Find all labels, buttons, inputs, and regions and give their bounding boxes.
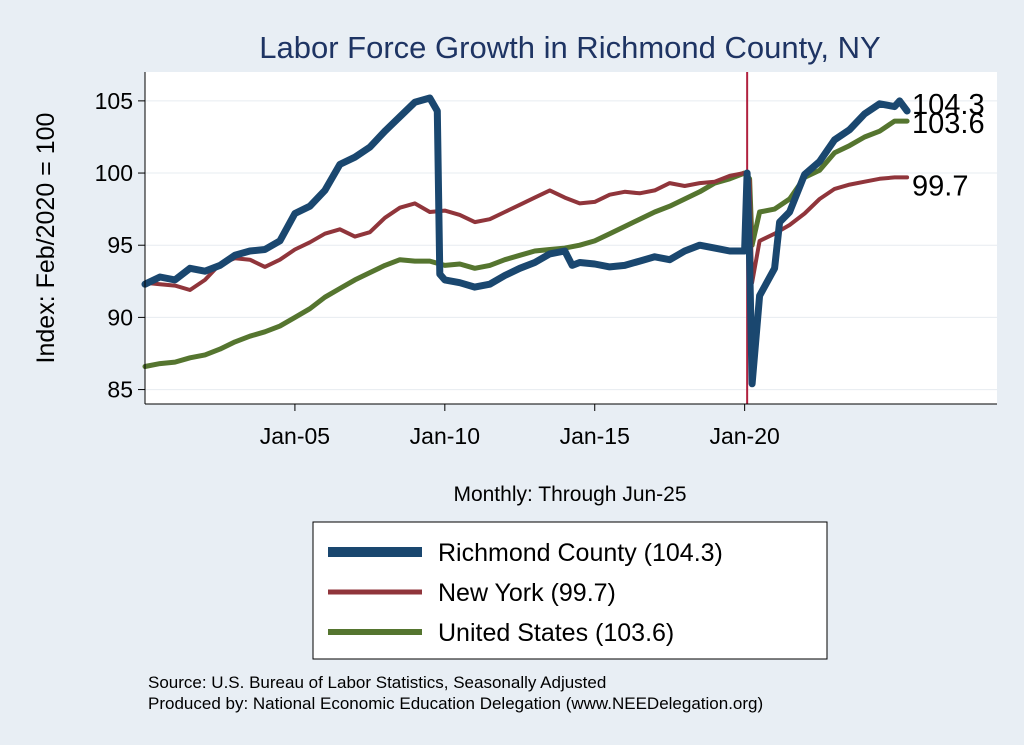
legend-label-2: United States (103.6)	[438, 619, 674, 647]
x-tick-label: Jan-05	[260, 423, 330, 449]
end-label-2: 103.6	[912, 108, 985, 140]
end-label-1: 99.7	[912, 170, 968, 202]
legend-label-1: New York (99.7)	[438, 579, 616, 607]
y-tick-label: 90	[107, 304, 133, 330]
x-tick-label: Jan-20	[709, 423, 779, 449]
y-axis-ticks: 85 90 95 100 105	[95, 88, 145, 403]
x-tick-label: Jan-10	[410, 423, 480, 449]
produced-by-note: Produced by: National Economic Education…	[148, 694, 763, 713]
x-axis-ticks: Jan-05 Jan-10 Jan-15 Jan-20	[260, 404, 780, 449]
y-tick-label: 95	[107, 232, 133, 258]
end-labels: 104.3 99.7 103.6	[912, 89, 985, 202]
series-layer	[141, 94, 911, 388]
plot-area	[145, 72, 997, 404]
x-tick-label: Jan-15	[560, 423, 630, 449]
y-tick-label: 105	[95, 88, 133, 114]
end-label-0: 104.3	[912, 89, 985, 121]
source-note: Source: U.S. Bureau of Labor Statistics,…	[148, 673, 606, 692]
y-axis-label: Index: Feb/2020 = 100	[32, 113, 60, 364]
y-tick-label: 100	[95, 160, 133, 186]
series-line-0	[141, 94, 911, 388]
series-line-2	[142, 118, 910, 369]
legend-label-0: Richmond County (104.3)	[438, 539, 723, 567]
legend: Richmond County (104.3) New York (99.7) Un…	[312, 521, 828, 660]
y-tick-label: 85	[107, 377, 133, 403]
x-axis-label: Monthly: Through Jun-25	[453, 483, 686, 506]
chart-title: Labor Force Growth in Richmond County, N…	[259, 30, 880, 65]
